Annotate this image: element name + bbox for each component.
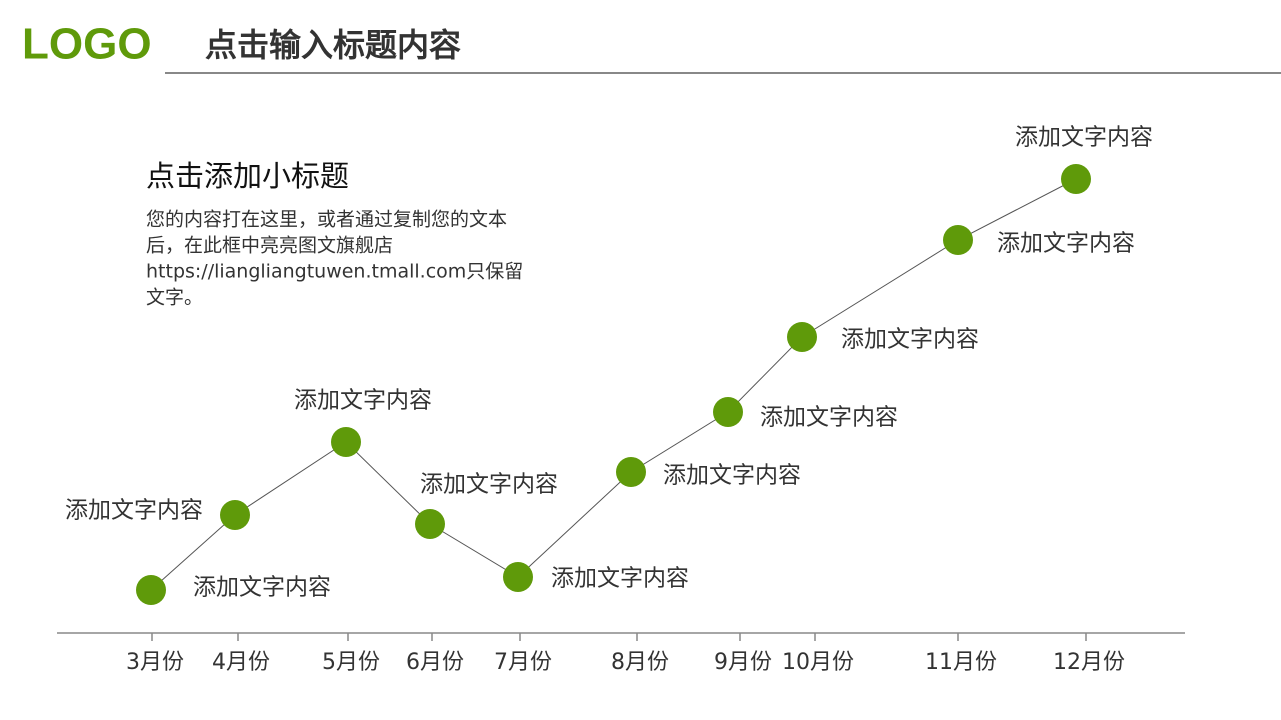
milestone-label: 添加文字内容 [997, 231, 1135, 257]
month-label: 11月份 [925, 650, 997, 675]
milestone-dot [1061, 164, 1091, 194]
subtitle: 点击添加小标题 [146, 159, 349, 193]
milestone-label: 添加文字内容 [551, 566, 689, 592]
month-label: 10月份 [782, 650, 854, 675]
month-label: 8月份 [611, 650, 669, 675]
month-label: 9月份 [714, 650, 772, 675]
intro-line: https://liangliangtuwen.tmall.com只保留 [146, 261, 523, 283]
intro-line: 后，在此框中亮亮图文旗舰店 [146, 235, 393, 257]
milestone-label: 添加文字内容 [294, 388, 432, 414]
month-label: 3月份 [126, 650, 184, 675]
intro-line: 文字。 [146, 287, 203, 309]
milestone-dot [415, 509, 445, 539]
connector [150, 178, 1077, 591]
milestone-label: 添加文字内容 [193, 575, 331, 601]
milestone-label: 添加文字内容 [420, 472, 558, 498]
milestone-dot [787, 322, 817, 352]
milestone-label: 添加文字内容 [760, 405, 898, 431]
page-title: 点击输入标题内容 [205, 26, 461, 64]
month-label: 6月份 [406, 650, 464, 675]
milestone-dot [136, 575, 166, 605]
milestone-label: 添加文字内容 [1015, 125, 1153, 151]
milestone-dot [503, 562, 533, 592]
milestone-dot [713, 397, 743, 427]
milestone-dot [616, 457, 646, 487]
milestone-dot [331, 427, 361, 457]
milestone-dot [220, 500, 250, 530]
month-label: 5月份 [322, 650, 380, 675]
month-label: 7月份 [494, 650, 552, 675]
logo: LOGO [22, 20, 152, 69]
milestone-label: 添加文字内容 [65, 498, 203, 524]
month-label: 12月份 [1053, 650, 1125, 675]
milestone-label: 添加文字内容 [841, 327, 979, 353]
milestone-dot [943, 225, 973, 255]
timeline: 3月份 添加文字内容 4月份 添加文字内容 5月份 添加文字内容 6月份 添加文字内容 7月份 添… [65, 125, 1153, 676]
milestone-label: 添加文字内容 [663, 463, 801, 489]
intro-line: 您的内容打在这里，或者通过复制您的文本 [146, 209, 507, 231]
month-label: 4月份 [212, 650, 270, 675]
